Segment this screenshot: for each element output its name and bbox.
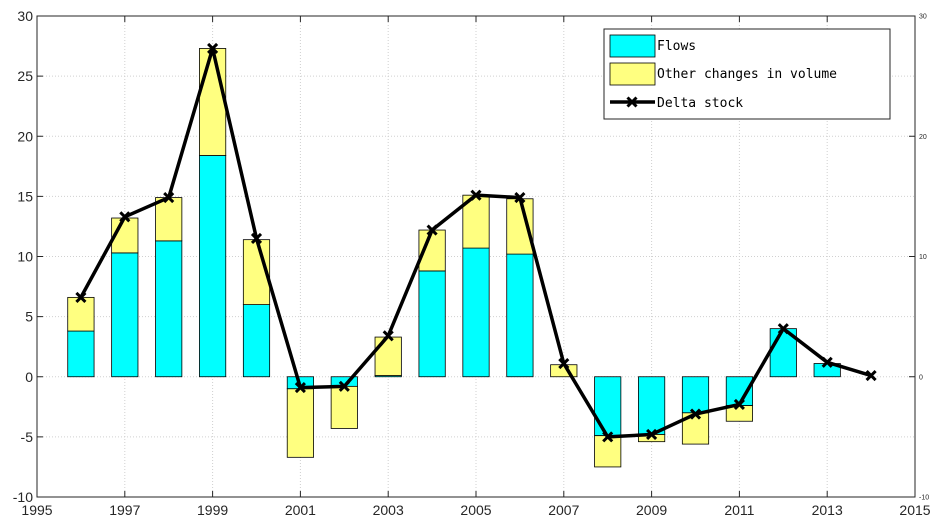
delta-stock-line: [75, 42, 877, 443]
delta-stock-marker: [821, 356, 833, 368]
y-tick-label: 5: [25, 309, 33, 325]
delta-stock-marker: [294, 382, 306, 394]
y2-tick-label: 10: [919, 254, 927, 261]
delta-stock-marker: [558, 357, 570, 370]
y-tick-label: 15: [17, 188, 33, 204]
bar-flows: [462, 247, 490, 378]
delta-stock-marker: [865, 369, 877, 382]
delta-stock-marker: [514, 192, 526, 204]
y2-tick-label: 20: [919, 134, 927, 141]
y2-tick-label: 30: [919, 14, 927, 21]
x-tick-label: 2003: [373, 502, 404, 518]
bar-other-changes: [330, 385, 358, 429]
legend-swatch-delta-stock-marker: [626, 96, 638, 108]
bar-flows: [681, 376, 710, 414]
bar-flows: [638, 376, 666, 435]
delta-stock-marker: [75, 291, 87, 303]
x-tick-label: 2001: [285, 502, 316, 518]
x-tick-label: 2013: [812, 502, 843, 518]
bar-flows: [67, 330, 95, 378]
delta-stock-marker: [119, 211, 131, 223]
bar-flows: [418, 270, 446, 378]
y2-tick-label: 0: [919, 374, 923, 381]
y-tick-label: 20: [17, 128, 33, 144]
delta-stock-marker: [777, 323, 789, 335]
x-tick-label: 2011: [724, 502, 754, 518]
delta-stock-marker: [250, 232, 263, 245]
y2-tick-label: -10: [919, 495, 929, 502]
y-tick-label: 25: [17, 68, 33, 84]
delta-stock-marker: [689, 408, 702, 420]
legend-swatch-flows: [609, 34, 656, 58]
bar-other-changes: [67, 296, 95, 332]
legend-label-flows: Flows: [657, 39, 696, 54]
delta-stock-marker: [382, 330, 394, 342]
delta-stock-marker: [338, 380, 350, 392]
delta-stock-marker: [207, 42, 219, 55]
delta-stock-marker: [602, 431, 614, 443]
delta-stock-marker: [733, 398, 745, 410]
bar-other-changes: [286, 388, 314, 458]
y2-axis: -10 0 10 20 30: [909, 14, 929, 502]
delta-stock-marker: [646, 428, 658, 441]
x-tick-label: 1997: [109, 502, 140, 518]
x-tick-label: 2009: [636, 502, 667, 518]
bar-other-changes: [199, 48, 227, 156]
y-tick-label: 0: [25, 369, 33, 385]
delta-stock-marker: [163, 192, 175, 204]
bar-other-changes: [155, 197, 183, 242]
x-tick-label: 2007: [548, 502, 579, 518]
delta-stock-marker: [470, 189, 482, 201]
legend-label-delta-stock: Delta stock: [657, 96, 743, 111]
bar-flows: [242, 304, 271, 378]
x-tick-label: 2015: [899, 502, 930, 518]
bar-flows: [111, 252, 139, 378]
delta-stock-marker: [426, 224, 438, 236]
x-axis: 1995 1997 1999 2001 2003 2005 2007 2009 2011 2013…: [21, 16, 931, 518]
bar-flows: [155, 240, 183, 378]
legend: Flows Other changes in volume Delta stoc…: [603, 28, 891, 120]
y-tick-label: 30: [17, 8, 33, 24]
x-tick-label: 1995: [21, 502, 52, 518]
y-tick-label: -10: [13, 489, 33, 505]
y-axis: -10 -5 0 5 10 15 20 25 30: [13, 8, 43, 505]
x-tick-label: 1999: [197, 502, 228, 518]
bar-flows: [506, 253, 534, 378]
y-tick-label: -5: [21, 429, 34, 445]
legend-swatch-other-changes: [609, 62, 656, 86]
legend-label-other-changes: Other changes in volume: [657, 67, 837, 82]
bar-flows: [594, 376, 622, 437]
bar-other-changes: [374, 336, 402, 376]
bar-other-changes: [594, 435, 622, 468]
bar-flows: [199, 155, 227, 378]
x-tick-label: 2005: [460, 502, 491, 518]
y-tick-label: 10: [17, 249, 33, 265]
